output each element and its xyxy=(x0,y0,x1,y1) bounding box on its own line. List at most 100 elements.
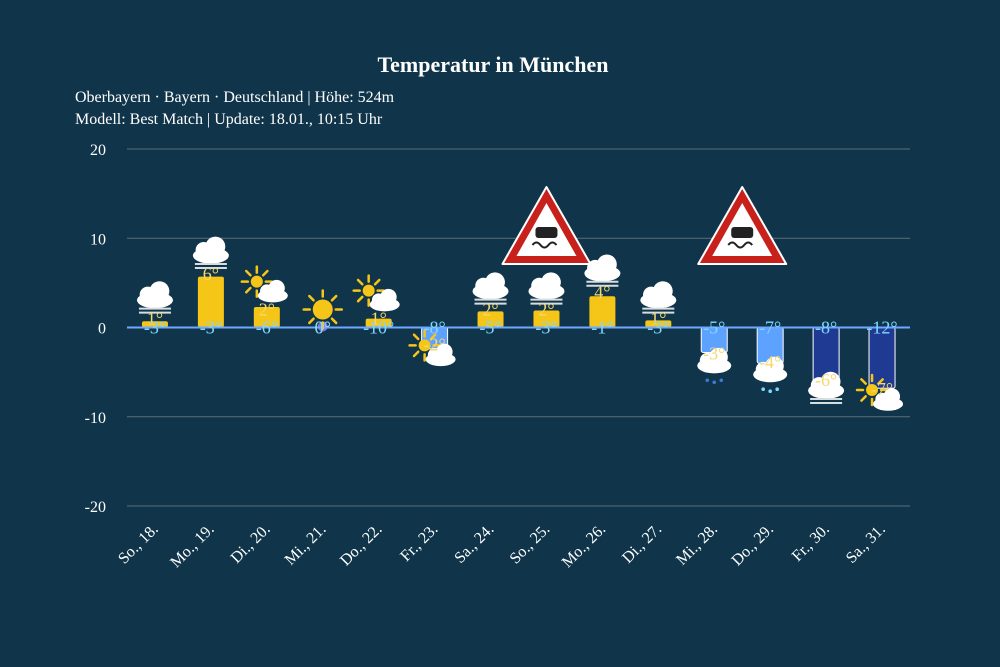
fog-cloud-icon xyxy=(528,272,565,305)
cloud-icon xyxy=(697,347,732,374)
cloud-icon xyxy=(425,343,456,367)
cloud-part xyxy=(709,347,728,367)
max-temp-label: 1° xyxy=(371,309,387,329)
x-tick-label: Mi., 21. xyxy=(282,521,330,569)
cloud-part xyxy=(268,279,285,297)
fog-cloud-icon xyxy=(640,281,677,314)
cloud-part xyxy=(541,272,561,293)
y-tick-label: -10 xyxy=(85,410,106,427)
skid-mark xyxy=(727,241,753,249)
skid-mark xyxy=(531,241,558,249)
min-temp-label: -3° xyxy=(200,318,222,338)
x-tick-label: Sa., 31. xyxy=(843,521,889,567)
max-temp-label: 1° xyxy=(147,309,163,329)
fog-cloud-icon xyxy=(584,254,621,287)
cloud-part xyxy=(883,388,901,405)
cloud-icon xyxy=(808,371,845,399)
min-temp-label: -8° xyxy=(815,318,837,338)
min-temp-label: 0° xyxy=(315,318,331,338)
small-sun-icon xyxy=(408,329,441,362)
snow-dot xyxy=(719,378,724,383)
temperature-bar xyxy=(253,306,280,328)
max-temp-label: 6° xyxy=(203,264,219,284)
sun-ray xyxy=(356,295,364,303)
y-tick-label: -20 xyxy=(85,499,106,516)
x-tick-label: Mo., 19. xyxy=(167,521,217,571)
max-temp-label: -6° xyxy=(815,370,837,390)
sun-ray xyxy=(244,269,252,277)
fog-cloud-icon xyxy=(472,272,509,305)
sun-cloud-icon xyxy=(240,265,288,303)
slippery-road-warnings xyxy=(501,186,788,265)
slippery-road-warning-icon xyxy=(501,186,592,265)
sun-ray xyxy=(412,333,420,341)
cloud-icon xyxy=(472,272,509,300)
x-tick-label: Sa., 24. xyxy=(451,521,497,567)
cloud-icon xyxy=(136,281,173,309)
fog-cloud-icon xyxy=(192,236,229,269)
min-temp-label: -1° xyxy=(591,318,613,338)
cloud-icon xyxy=(873,388,904,411)
sun-ray xyxy=(373,278,381,286)
x-tick-label: So., 18. xyxy=(115,521,162,568)
sun-core xyxy=(362,284,375,297)
sun-core xyxy=(312,299,333,320)
max-temp-label: 2° xyxy=(538,300,554,320)
slippery-road-warning-icon xyxy=(697,186,788,265)
fog-cloud-icon xyxy=(808,371,845,405)
snow-dot xyxy=(705,378,710,383)
max-temp-label: -2° xyxy=(424,334,446,354)
sun-ray xyxy=(356,278,364,286)
temperature-bar xyxy=(365,318,392,328)
cloud-part xyxy=(205,236,226,257)
min-temp-label: -5° xyxy=(479,318,501,338)
cloud-icon xyxy=(584,254,621,282)
fog-cloud-icon xyxy=(136,281,173,314)
x-tick-label: Do., 29. xyxy=(729,521,777,569)
y-tick-label: 0 xyxy=(98,321,106,338)
min-temp-label: -12° xyxy=(866,318,897,338)
max-temp-label: 0° xyxy=(315,318,331,338)
sun-cloud-icon xyxy=(352,274,400,312)
grid-lines xyxy=(127,148,910,507)
min-temp-label: -10° xyxy=(363,318,394,338)
sun-icon xyxy=(302,289,343,330)
x-tick-label: Di., 27. xyxy=(619,521,665,567)
sun-core xyxy=(866,383,879,396)
temperature-bar xyxy=(533,310,560,328)
max-temp-label: 2° xyxy=(482,300,498,320)
snow-dot xyxy=(712,380,717,385)
cloud-part xyxy=(596,254,617,275)
min-temp-label: -7° xyxy=(759,318,781,338)
x-tick-label: Fr., 30. xyxy=(789,521,833,565)
cloud-icon xyxy=(369,288,400,312)
max-temp-label: 1° xyxy=(650,309,666,329)
sun-core xyxy=(418,339,431,352)
temperature-bars xyxy=(127,276,910,389)
min-temp-label: -5° xyxy=(703,318,725,338)
sun-ray xyxy=(429,333,437,341)
cloud-icon xyxy=(640,281,677,309)
sun-ray xyxy=(860,378,867,385)
y-tick-label: 10 xyxy=(90,231,106,248)
x-axis-labels: So., 18. Mo., 19. Di., 20. Mi., 21. Do., 22.… xyxy=(115,521,889,571)
sun-core xyxy=(250,275,263,288)
sun-cloud-icon xyxy=(408,329,456,367)
cloud-part xyxy=(765,356,784,376)
temperature-bar xyxy=(589,296,616,328)
sun-cloud-icon xyxy=(855,373,904,411)
snow-cloud-icon xyxy=(753,356,788,394)
chart-subtitle-model: Modell: Best Match | Update: 18.01., 10:… xyxy=(75,111,383,128)
y-tick-label: 20 xyxy=(90,142,106,159)
sun-ray xyxy=(877,378,884,385)
sun-ray xyxy=(261,269,269,277)
sun-ray xyxy=(860,395,867,402)
x-tick-label: Do., 22. xyxy=(337,521,385,569)
sun-icon xyxy=(302,289,343,330)
snow-cloud-icon xyxy=(697,347,732,385)
cloud-part xyxy=(436,343,453,361)
sun-ray xyxy=(330,294,338,302)
car-body xyxy=(535,227,558,238)
temperature-bar xyxy=(645,320,672,328)
